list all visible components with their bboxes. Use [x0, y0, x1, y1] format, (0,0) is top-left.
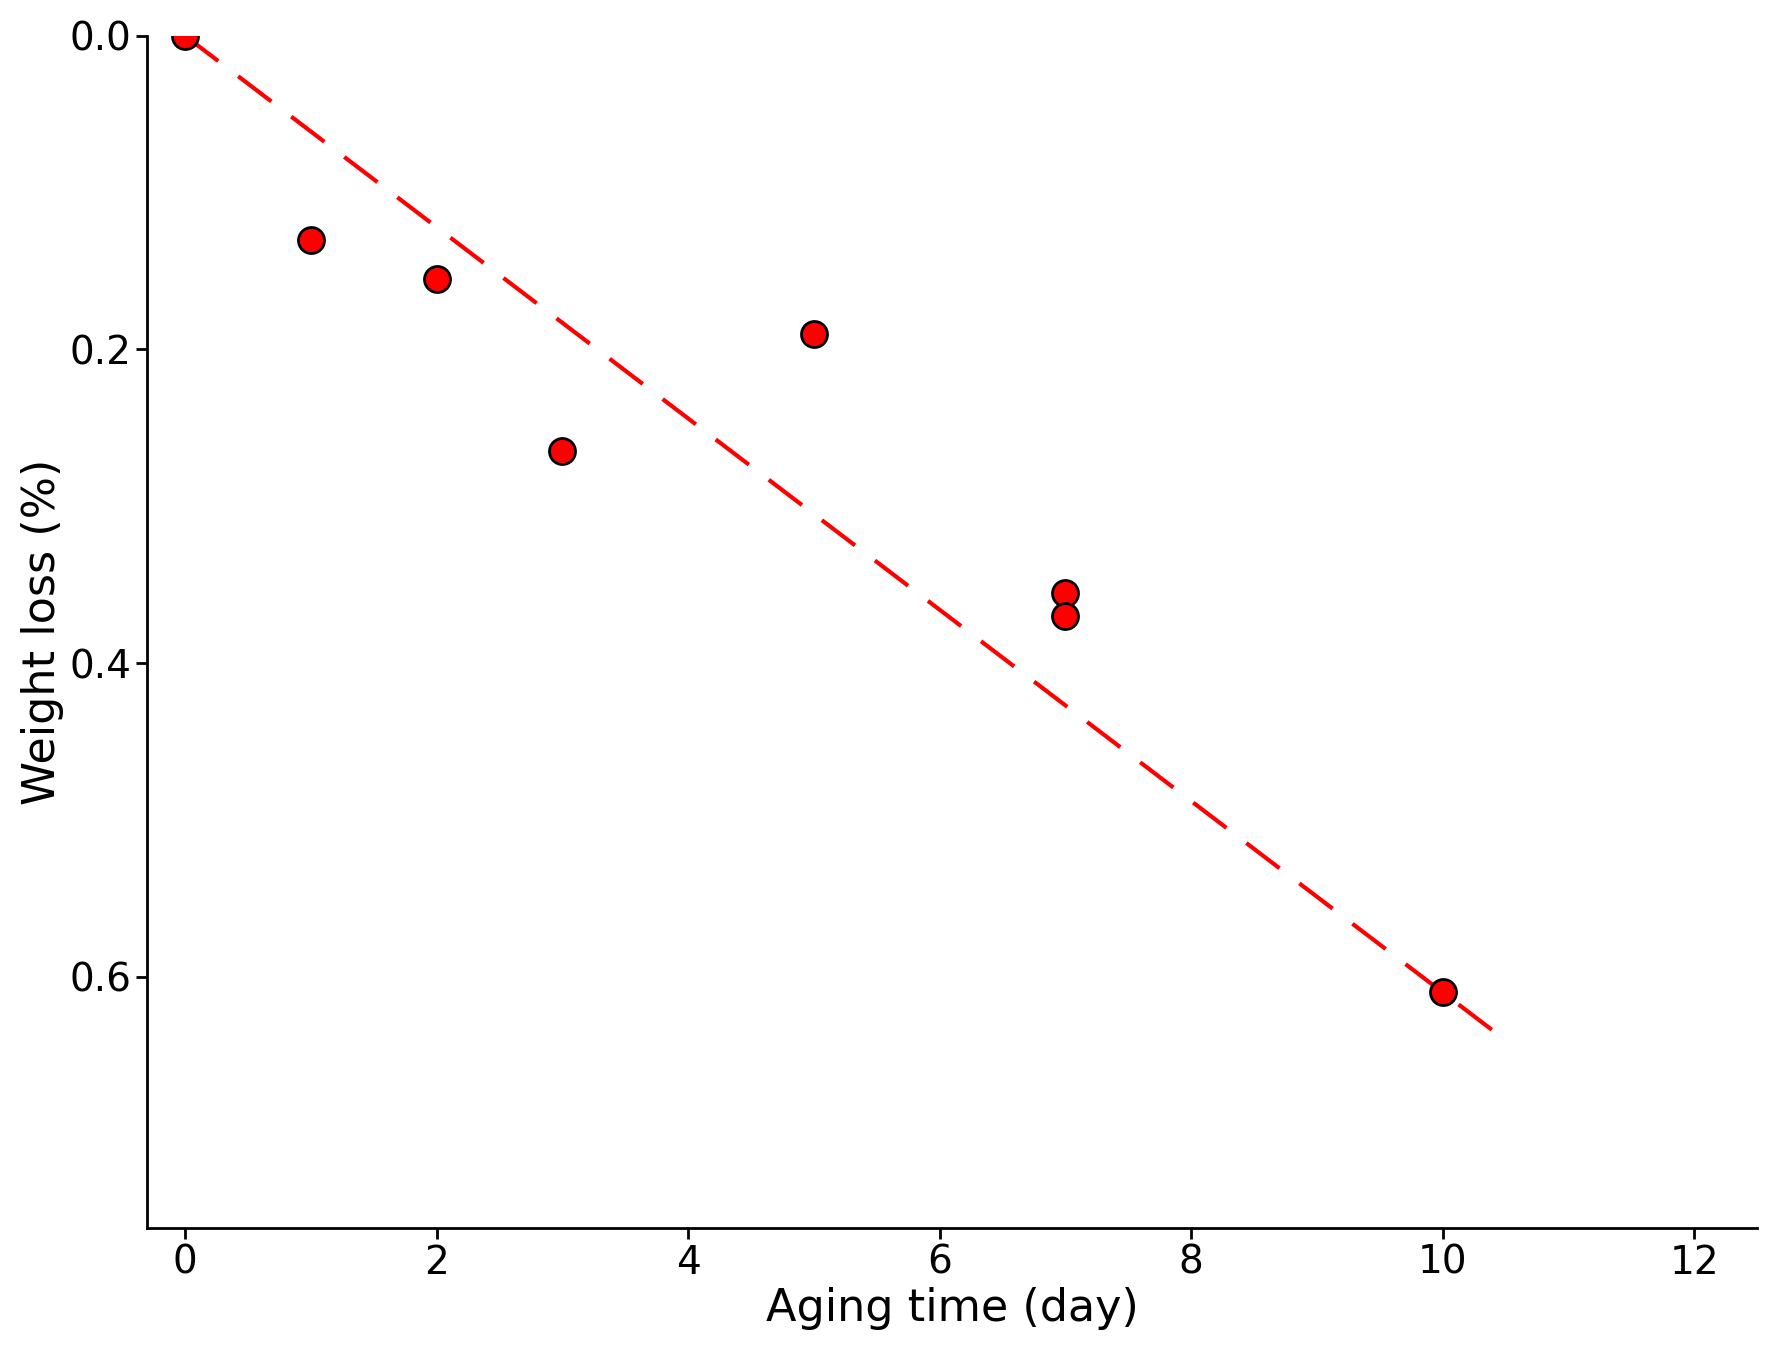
Point [1428, 982, 1456, 1004]
Point [1051, 582, 1079, 604]
Point [1051, 605, 1079, 627]
Point [423, 267, 452, 289]
Point [297, 228, 325, 250]
X-axis label: Aging time (day): Aging time (day) [766, 1288, 1138, 1331]
Point [171, 26, 199, 47]
Point [800, 323, 829, 345]
Point [548, 440, 576, 462]
Y-axis label: Weight loss (%): Weight loss (%) [21, 458, 64, 805]
